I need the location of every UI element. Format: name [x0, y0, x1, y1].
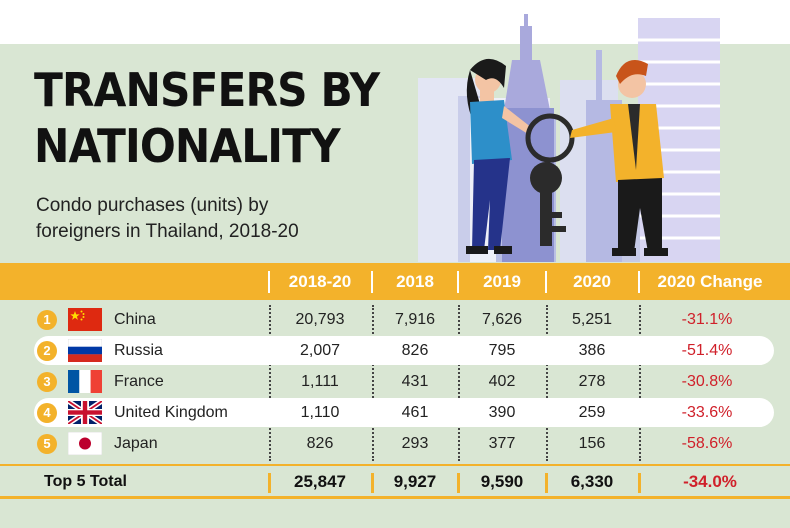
rank-badge: 3 — [37, 372, 57, 392]
cell-2020: 278 — [578, 373, 606, 390]
table-row-united-kingdom: 4 United Kingdom 1,110 461 390 259 -33.6… — [34, 398, 774, 427]
cell-2018: 461 — [401, 404, 429, 421]
cell-2020: 156 — [578, 435, 606, 452]
column-header-2020-change: 2020 Change — [657, 272, 763, 291]
total-separator — [638, 473, 641, 493]
cell-2020-change: -51.4% — [681, 342, 733, 359]
cell-2020-change: -33.6% — [681, 404, 733, 421]
total-separator — [545, 473, 548, 493]
cell-2019: 7,626 — [481, 311, 523, 328]
title-line-2: NATIONALITY — [34, 119, 341, 173]
cell-2018: 7,916 — [394, 311, 436, 328]
country-name: China — [114, 311, 156, 328]
russia-flag-icon — [68, 339, 102, 362]
column-divider — [269, 305, 271, 461]
table-header: 2018-20 2018 2019 2020 2020 Change — [0, 263, 790, 300]
total-2020: 6,330 — [570, 472, 614, 491]
header-separator — [268, 271, 270, 293]
cell-2018-20: 1,110 — [300, 404, 340, 421]
subtitle-line-1: Condo purchases (units) by — [36, 195, 269, 216]
cell-2020-change: -58.6% — [681, 435, 733, 452]
column-header-2019: 2019 — [483, 272, 521, 291]
header-separator — [457, 271, 459, 293]
total-separator — [457, 473, 460, 493]
cell-2020: 386 — [578, 342, 606, 359]
country-name: Russia — [114, 342, 163, 359]
cell-2018: 431 — [401, 373, 429, 390]
total-2018: 9,927 — [393, 472, 437, 491]
cell-2019: 795 — [488, 342, 516, 359]
subtitle-line-2: foreigners in Thailand, 2018-20 — [36, 221, 299, 242]
cell-2020-change: -31.1% — [681, 311, 733, 328]
chart-subtitle: Condo purchases (units) by foreigners in… — [36, 193, 336, 245]
header-separator — [545, 271, 547, 293]
table-row-china: 1 China 20,793 7,916 7,626 5,251 -31.1% — [34, 305, 774, 334]
table-row-russia: 2 Russia 2,007 826 795 386 -51.4% — [34, 336, 774, 365]
rank-badge: 5 — [37, 434, 57, 454]
header-separator — [371, 271, 373, 293]
uk-flag-icon — [68, 401, 102, 424]
country-name: United Kingdom — [114, 404, 228, 421]
table-row-total: Top 5 Total 25,847 9,927 9,590 6,330 -34… — [0, 464, 790, 496]
cell-2019: 377 — [488, 435, 516, 452]
chart-title: TRANSFERS BY NATIONALITY — [34, 62, 384, 174]
column-divider — [546, 305, 548, 461]
cell-2018-20: 20,793 — [295, 311, 345, 328]
column-divider — [372, 305, 374, 461]
column-header-2020: 2020 — [573, 272, 611, 291]
key-handover-illustration — [418, 14, 720, 262]
total-separator — [371, 473, 374, 493]
cell-2018-20: 2,007 — [299, 342, 341, 359]
cell-2019: 390 — [488, 404, 516, 421]
france-flag-icon — [68, 370, 102, 393]
cell-2019: 402 — [488, 373, 516, 390]
total-2018-20: 25,847 — [294, 472, 346, 491]
country-name: France — [114, 373, 164, 390]
rank-badge: 4 — [37, 403, 57, 423]
cell-2018: 826 — [401, 342, 429, 359]
total-2019: 9,590 — [480, 472, 524, 491]
column-divider — [639, 305, 641, 461]
bottom-rule — [0, 496, 790, 499]
column-header-2018-20: 2018-20 — [288, 272, 352, 291]
china-flag-icon — [68, 308, 102, 331]
cell-2018-20: 826 — [306, 435, 334, 452]
header-separator — [638, 271, 640, 293]
country-name: Japan — [114, 435, 158, 452]
cell-2020: 5,251 — [571, 311, 613, 328]
cell-2018-20: 1,111 — [301, 373, 339, 390]
japan-flag-icon — [68, 432, 102, 455]
table-row-france: 3 France 1,111 431 402 278 -30.8% — [34, 367, 774, 396]
table-row-japan: 5 Japan 826 293 377 156 -58.6% — [34, 429, 774, 458]
total-separator — [268, 473, 271, 493]
cell-2018: 293 — [401, 435, 429, 452]
total-label: Top 5 Total — [44, 473, 127, 490]
cell-2020-change: -30.8% — [681, 373, 733, 390]
column-header-2018: 2018 — [396, 272, 434, 291]
rank-badge: 2 — [37, 341, 57, 361]
title-line-1: TRANSFERS BY — [34, 63, 380, 117]
rank-badge: 1 — [37, 310, 57, 330]
total-2020-change: -34.0% — [683, 472, 737, 491]
cell-2020: 259 — [578, 404, 606, 421]
column-divider — [458, 305, 460, 461]
